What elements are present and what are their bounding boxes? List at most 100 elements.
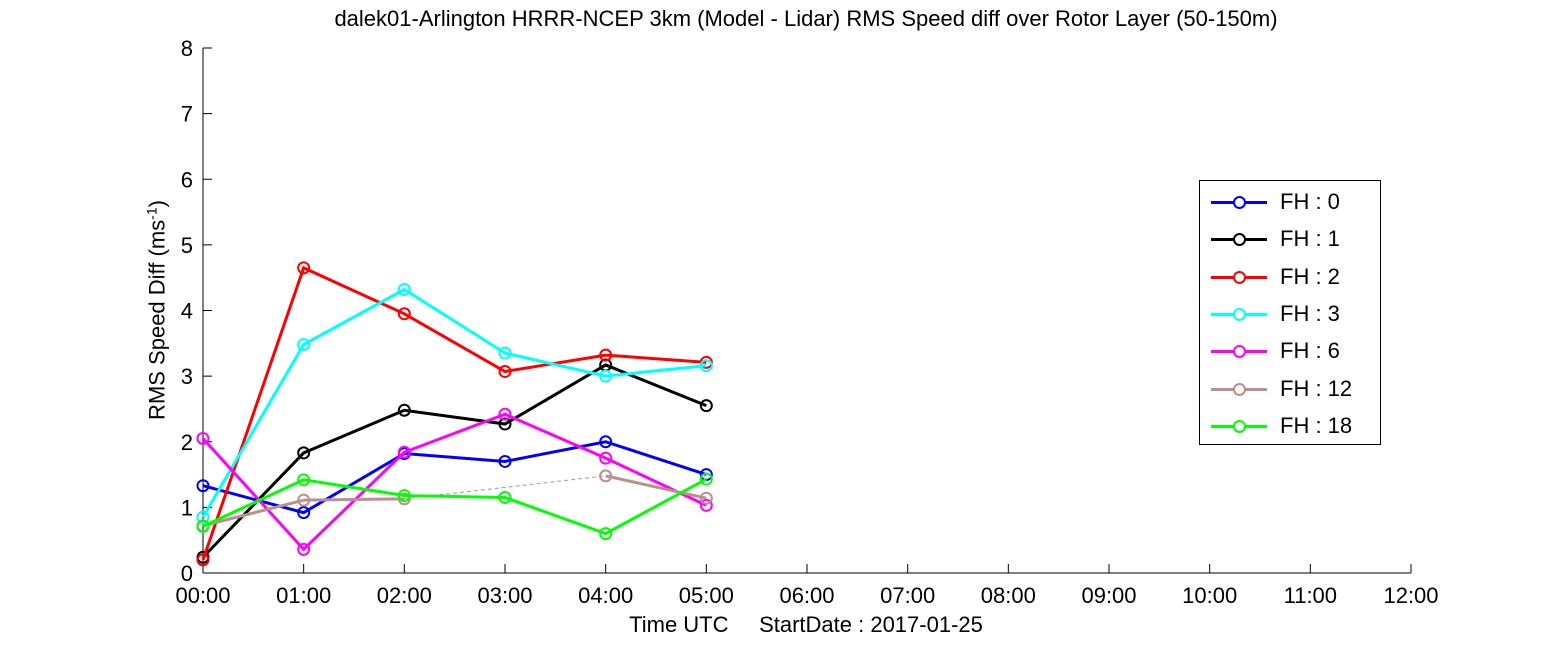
x-tick-label: 02:00 <box>377 583 432 608</box>
x-tick-label: 10:00 <box>1182 583 1237 608</box>
data-point <box>297 506 311 520</box>
series-fh-2 <box>196 261 713 567</box>
data-point <box>196 431 210 445</box>
data-point <box>196 519 210 533</box>
data-point <box>498 365 512 379</box>
series-fh-18 <box>196 472 713 541</box>
legend-item: FH : 3 <box>1200 301 1380 326</box>
data-point <box>498 491 512 505</box>
data-point <box>297 493 311 507</box>
x-tick-label: 01:00 <box>276 583 331 608</box>
legend-label: FH : 18 <box>1280 412 1353 438</box>
series-fh-3 <box>196 283 713 524</box>
y-tick-label: 6 <box>181 167 193 192</box>
data-point <box>498 417 512 431</box>
y-tick-label: 5 <box>181 233 193 258</box>
y-tick-label: 1 <box>181 495 193 520</box>
data-point <box>297 338 311 352</box>
legend-marker-icon <box>1233 382 1246 396</box>
data-point <box>397 445 411 459</box>
legend-item: FH : 1 <box>1200 227 1380 251</box>
data-point <box>297 473 311 487</box>
legend-marker-icon <box>1233 233 1246 247</box>
data-point <box>498 407 512 421</box>
x-tick-label: 09:00 <box>1081 583 1136 608</box>
legend-marker-icon <box>1233 345 1246 359</box>
x-tick-label: 04:00 <box>578 583 633 608</box>
series-fh-12 <box>196 469 713 533</box>
x-tick-label: 07:00 <box>880 583 935 608</box>
series-line <box>202 477 708 536</box>
data-point <box>397 283 411 296</box>
y-tick-label: 3 <box>181 364 193 389</box>
series-line <box>201 287 707 518</box>
x-tick-label: 03:00 <box>477 583 532 608</box>
legend-label: FH : 1 <box>1280 226 1340 252</box>
data-point <box>699 399 713 413</box>
data-point <box>599 469 613 483</box>
y-axis-label-unit-exp: -1 <box>143 207 160 220</box>
series-line-segment <box>605 474 707 500</box>
y-tick-label: 8 <box>181 36 193 61</box>
data-point <box>599 435 613 449</box>
x-tick-label: 00:00 <box>175 583 230 608</box>
series-line <box>201 363 707 559</box>
y-tick-label: 2 <box>181 430 193 455</box>
series-line <box>202 440 707 515</box>
series-line-segment <box>202 498 305 528</box>
data-point <box>699 498 713 512</box>
y-axis-label-close: ) <box>144 200 170 208</box>
legend-item: FH : 0 <box>1200 190 1380 214</box>
data-point <box>397 403 411 417</box>
legend-marker-icon <box>1233 307 1246 321</box>
legend-item: FH : 6 <box>1200 339 1380 363</box>
x-axis-label: Time UTC StartDate : 2017-01-25 <box>629 612 983 637</box>
data-point <box>196 553 210 567</box>
series-fh-0 <box>196 435 713 520</box>
x-tick-label: 08:00 <box>981 583 1036 608</box>
series-fh-1 <box>196 358 713 564</box>
y-tick-label: 7 <box>181 102 193 127</box>
series-line-gap-segment <box>404 475 606 500</box>
legend-item: FH : 18 <box>1200 412 1380 438</box>
y-axis-label: RMS Speed Diff (ms-1) <box>143 200 170 420</box>
legend-label: FH : 2 <box>1280 263 1340 289</box>
y-tick-label: 4 <box>181 299 193 324</box>
series-line-segment <box>303 497 405 502</box>
x-tick-label: 06:00 <box>779 583 834 608</box>
data-point <box>297 542 311 556</box>
legend-item: FH : 2 <box>1200 263 1380 289</box>
series-layer <box>196 261 713 567</box>
data-point <box>699 491 713 505</box>
data-point <box>297 446 311 460</box>
legend-label: FH : 12 <box>1280 375 1353 401</box>
series-line <box>201 412 707 552</box>
series-fh-6 <box>196 407 713 556</box>
x-tick-label: 11:00 <box>1284 583 1337 608</box>
chart-title: dalek01-Arlington HRRR-NCEP 3km (Model -… <box>334 6 1278 31</box>
data-point <box>599 348 613 362</box>
data-point <box>196 479 210 493</box>
tick-labels: 00:00 01:00 02:00 03:00 04:00 05:00 06:00 07:00… <box>175 36 1438 608</box>
data-point <box>699 359 713 373</box>
data-point <box>599 527 613 541</box>
y-axis-label-text: RMS Speed Diff (ms <box>144 219 170 420</box>
x-tick-label: 05:00 <box>679 583 734 608</box>
data-point <box>397 307 411 321</box>
legend-label: FH : 6 <box>1280 338 1340 364</box>
data-point <box>297 261 311 275</box>
legend-item: FH : 12 <box>1200 375 1380 401</box>
x-tick-label: 12:00 <box>1383 583 1438 608</box>
data-point <box>498 346 512 360</box>
y-tick-label: 0 <box>181 561 193 586</box>
data-point <box>397 489 411 503</box>
legend-marker-icon <box>1233 419 1246 433</box>
legend: FH : 0 FH : 1 FH : 2 FH : 3 FH : 6 FH : 12 FH … <box>1199 180 1381 445</box>
data-point <box>498 454 512 468</box>
data-point <box>599 369 613 383</box>
data-point <box>599 451 613 465</box>
legend-marker-icon <box>1233 196 1246 209</box>
series-line <box>201 265 707 561</box>
legend-marker-icon <box>1233 270 1246 284</box>
